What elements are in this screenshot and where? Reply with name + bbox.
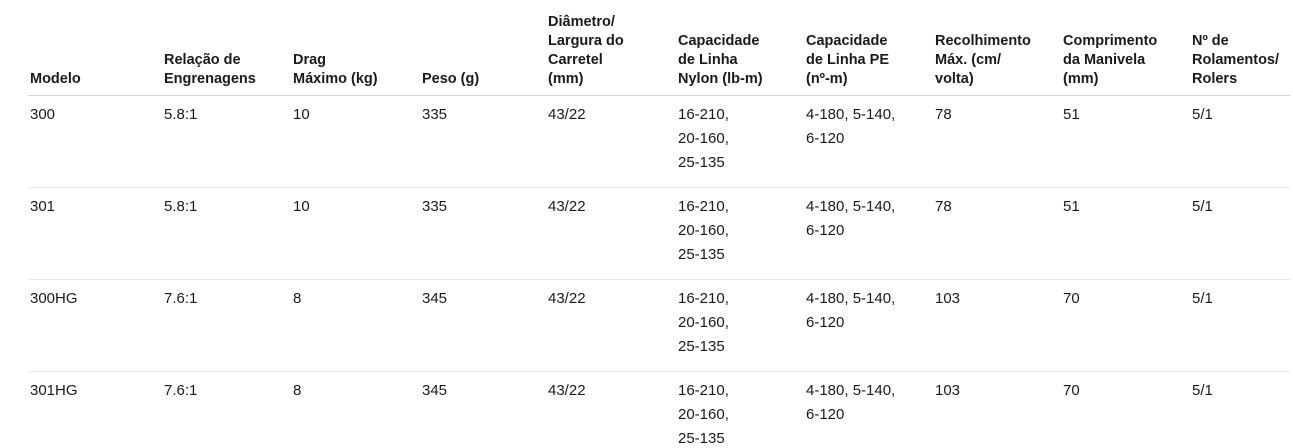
- table-cell: 300HG: [28, 279, 162, 372]
- table-cell: 10: [291, 187, 420, 280]
- table-cell: 10: [291, 95, 420, 188]
- table-cell: 8: [291, 371, 420, 448]
- table-cell: 43/22: [546, 95, 676, 188]
- table-cell: 335: [420, 95, 546, 188]
- table-cell: 4-180, 5-140, 6-120: [804, 279, 933, 372]
- table-cell: 16-210, 20-160, 25-135: [676, 95, 804, 188]
- table-cell: 345: [420, 279, 546, 372]
- column-header: Drag Máximo (kg): [291, 0, 420, 96]
- table-cell: 43/22: [546, 187, 676, 280]
- table-cell: 16-210, 20-160, 25-135: [676, 279, 804, 372]
- table-body: 300 5.8:1 10 335 43/22 16-210, 20-160, 25-135…: [28, 95, 1290, 448]
- table-cell: 5/1: [1190, 187, 1290, 280]
- table-cell: 7.6:1: [162, 279, 291, 372]
- table-cell: 51: [1061, 187, 1190, 280]
- column-header: Diâmetro/ Largura do Carretel (mm): [546, 0, 676, 96]
- table-cell: 16-210, 20-160, 25-135: [676, 187, 804, 280]
- table-cell: 5.8:1: [162, 187, 291, 280]
- table-cell: 5/1: [1190, 95, 1290, 188]
- table-cell: 43/22: [546, 371, 676, 448]
- table-row: 301 5.8:1 10 335 43/22 16-210, 20-160, 25-135…: [28, 187, 1290, 280]
- table-cell: 5.8:1: [162, 95, 291, 188]
- table-cell: 8: [291, 279, 420, 372]
- table-cell: 16-210, 20-160, 25-135: [676, 371, 804, 448]
- table-cell: 4-180, 5-140, 6-120: [804, 187, 933, 280]
- table-cell: 103: [933, 279, 1061, 372]
- table-cell: 5/1: [1190, 371, 1290, 448]
- column-header: Capacidade de Linha PE (nº-m): [804, 0, 933, 96]
- table-cell: 70: [1061, 371, 1190, 448]
- column-header: Nº de Rolamentos/ Rolers: [1190, 0, 1290, 96]
- column-header: Capacidade de Linha Nylon (lb-m): [676, 0, 804, 96]
- column-header: Relação de Engrenagens: [162, 0, 291, 96]
- table-cell: 4-180, 5-140, 6-120: [804, 371, 933, 448]
- column-header: Comprimento da Manivela (mm): [1061, 0, 1190, 96]
- column-header: Recolhimento Máx. (cm/ volta): [933, 0, 1061, 96]
- table-cell: 43/22: [546, 279, 676, 372]
- table-cell: 301: [28, 187, 162, 280]
- table-cell: 4-180, 5-140, 6-120: [804, 95, 933, 188]
- header-row: Modelo Relação de Engrenagens Drag Máximo …: [28, 0, 1290, 96]
- table-row: 301HG 7.6:1 8 345 43/22 16-210, 20-160, 25-13…: [28, 371, 1290, 448]
- table-cell: 70: [1061, 279, 1190, 372]
- table-cell: 301HG: [28, 371, 162, 448]
- table-cell: 7.6:1: [162, 371, 291, 448]
- table-cell: 345: [420, 371, 546, 448]
- table-cell: 51: [1061, 95, 1190, 188]
- table-cell: 300: [28, 95, 162, 188]
- specs-table: Modelo Relação de Engrenagens Drag Máximo …: [28, 0, 1290, 448]
- table-cell: 335: [420, 187, 546, 280]
- table-cell: 78: [933, 187, 1061, 280]
- table-row: 300 5.8:1 10 335 43/22 16-210, 20-160, 25-135…: [28, 95, 1290, 188]
- table-cell: 78: [933, 95, 1061, 188]
- column-header: Peso (g): [420, 0, 546, 96]
- table-cell: 103: [933, 371, 1061, 448]
- table-cell: 5/1: [1190, 279, 1290, 372]
- table-header: Modelo Relação de Engrenagens Drag Máximo …: [28, 0, 1290, 96]
- table-row: 300HG 7.6:1 8 345 43/22 16-210, 20-160, 25-13…: [28, 279, 1290, 372]
- column-header: Modelo: [28, 0, 162, 96]
